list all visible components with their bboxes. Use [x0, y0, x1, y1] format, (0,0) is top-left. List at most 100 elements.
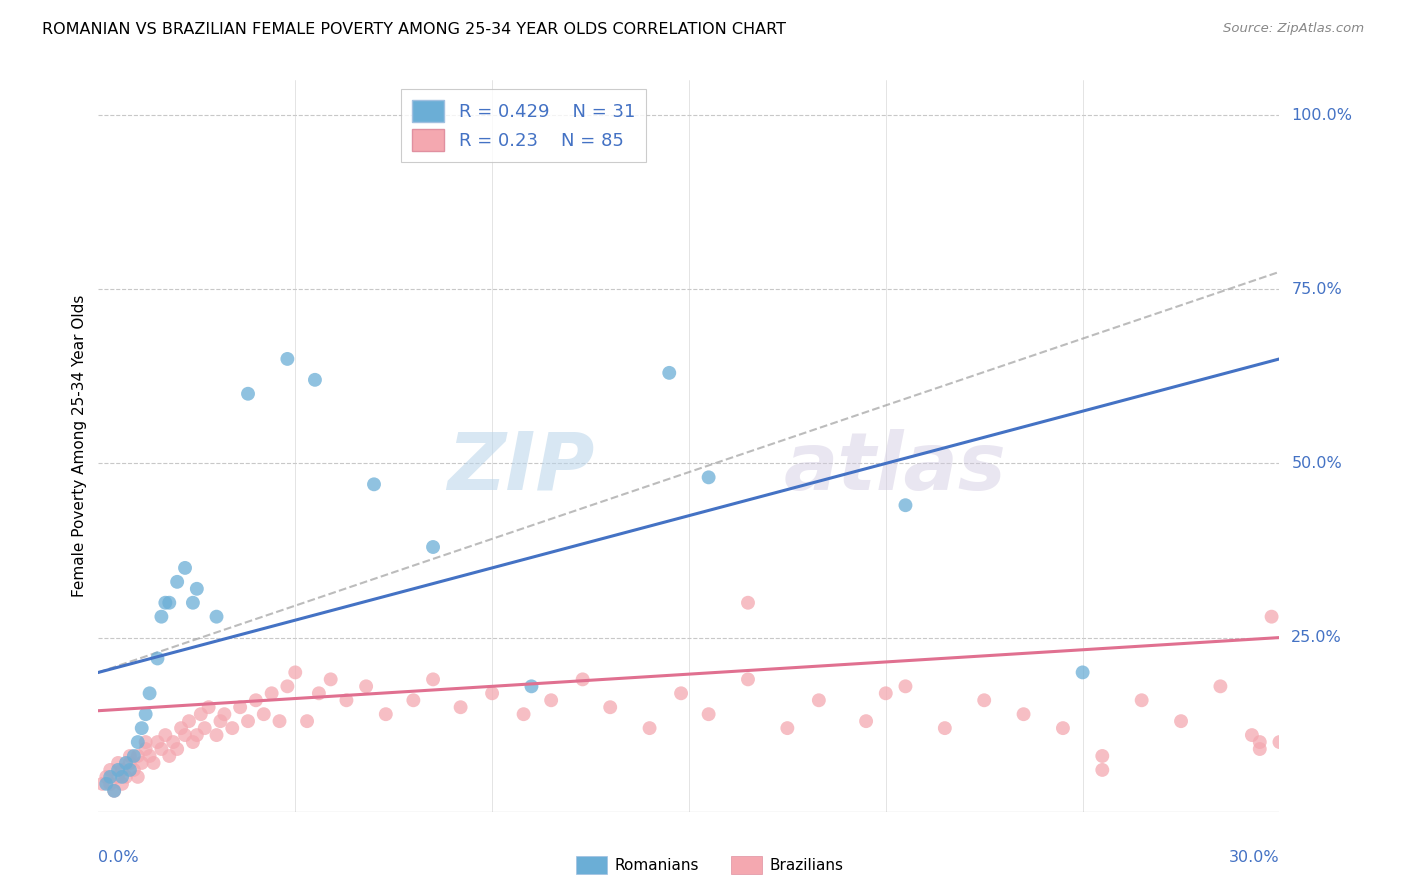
Point: [1012, 707, 1035, 722]
Point: [115, 756, 138, 770]
Point: [934, 721, 956, 735]
Point: [127, 770, 149, 784]
Point: [284, 665, 307, 680]
Point: [1071, 665, 1094, 680]
Text: 75.0%: 75.0%: [1291, 282, 1341, 297]
Point: [807, 693, 830, 707]
Point: [363, 477, 385, 491]
Point: [737, 596, 759, 610]
Point: [1170, 714, 1192, 728]
Point: [118, 749, 141, 764]
Text: Source: ZipAtlas.com: Source: ZipAtlas.com: [1223, 22, 1364, 36]
Point: [115, 770, 138, 784]
Text: 30.0%: 30.0%: [1229, 850, 1279, 865]
Y-axis label: Female Poverty Among 25-34 Year Olds: Female Poverty Among 25-34 Year Olds: [72, 295, 87, 597]
Point: [177, 714, 200, 728]
Point: [276, 679, 298, 693]
Point: [737, 673, 759, 687]
Point: [209, 714, 232, 728]
Point: [170, 721, 193, 735]
Point: [135, 742, 157, 756]
Text: 100.0%: 100.0%: [1291, 108, 1353, 122]
Point: [855, 714, 877, 728]
Point: [135, 735, 157, 749]
Point: [107, 756, 129, 770]
Point: [118, 756, 141, 770]
Point: [422, 673, 444, 687]
Point: [174, 728, 197, 742]
Point: [138, 749, 160, 764]
Text: Romanians: Romanians: [614, 858, 699, 872]
Point: [150, 609, 173, 624]
Point: [103, 784, 125, 798]
Point: [512, 707, 534, 722]
Point: [1260, 609, 1282, 624]
Point: [131, 721, 153, 735]
Point: [1240, 728, 1263, 742]
Point: [253, 707, 276, 722]
Point: [98, 770, 121, 784]
Point: [205, 728, 228, 742]
Point: [374, 707, 396, 722]
Point: [138, 686, 160, 700]
Point: [236, 714, 259, 728]
Point: [150, 742, 173, 756]
Point: [269, 714, 291, 728]
Point: [776, 721, 799, 735]
Point: [135, 707, 157, 722]
Point: [155, 728, 177, 742]
Text: ZIP: ZIP: [447, 429, 595, 507]
Text: Brazilians: Brazilians: [769, 858, 844, 872]
Point: [1249, 735, 1271, 749]
Point: [174, 561, 197, 575]
Point: [697, 707, 720, 722]
Point: [111, 770, 134, 784]
Point: [146, 735, 169, 749]
Point: [1249, 742, 1271, 756]
Point: [658, 366, 681, 380]
Point: [236, 386, 259, 401]
Point: [98, 763, 121, 777]
Point: [669, 686, 692, 700]
Point: [304, 373, 326, 387]
Point: [335, 693, 357, 707]
Point: [181, 735, 204, 749]
Point: [894, 498, 917, 512]
Point: [599, 700, 621, 714]
Point: [1091, 749, 1114, 764]
Point: [103, 784, 125, 798]
Point: [245, 693, 267, 707]
Point: [1288, 749, 1310, 764]
Point: [162, 735, 184, 749]
Point: [638, 721, 661, 735]
Point: [221, 721, 243, 735]
Point: [875, 686, 897, 700]
Point: [1052, 721, 1074, 735]
Text: 50.0%: 50.0%: [1291, 456, 1341, 471]
Text: 25.0%: 25.0%: [1291, 630, 1341, 645]
Point: [450, 700, 472, 714]
Point: [157, 596, 180, 610]
Text: atlas: atlas: [783, 429, 1007, 507]
Point: [540, 693, 562, 707]
Point: [260, 686, 283, 700]
Point: [111, 763, 134, 777]
Point: [122, 763, 145, 777]
Point: [354, 679, 377, 693]
Point: [118, 763, 141, 777]
Point: [111, 777, 134, 791]
Point: [107, 770, 129, 784]
Point: [142, 756, 165, 770]
Point: [127, 749, 149, 764]
Point: [422, 540, 444, 554]
Point: [146, 651, 169, 665]
Point: [166, 742, 188, 756]
Point: [214, 707, 236, 722]
Point: [98, 777, 121, 791]
Point: [308, 686, 330, 700]
Point: [155, 596, 177, 610]
Point: [1209, 679, 1232, 693]
Point: [571, 673, 593, 687]
Point: [91, 777, 114, 791]
Point: [295, 714, 318, 728]
